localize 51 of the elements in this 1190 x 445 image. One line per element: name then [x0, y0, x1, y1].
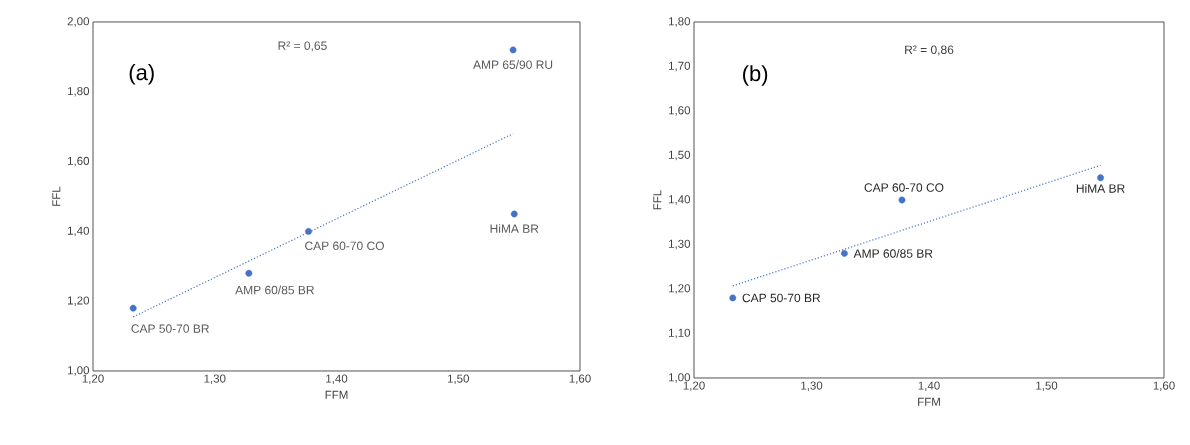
y-axis-title: FFL — [653, 190, 662, 210]
annotation: CAP 60-70 CO — [305, 241, 384, 251]
x-tick-label: 1,40 — [326, 374, 348, 384]
x-tick-label: 1,40 — [918, 381, 940, 391]
annotation: R² = 0,65 — [278, 41, 327, 52]
annotation: (b) — [743, 65, 768, 86]
point — [1097, 174, 1104, 182]
x-tick-label: 1,60 — [569, 374, 591, 384]
y-tick-label: 1,40 — [668, 195, 691, 205]
point — [729, 294, 737, 302]
annotation: CAP 60-70 CO — [864, 183, 944, 192]
x-tick-label: 1,20 — [82, 374, 104, 384]
y-tick-label: 1,00 — [67, 366, 90, 376]
x-tick-label: 1,50 — [447, 374, 470, 384]
y-tick-label: 1,60 — [668, 106, 691, 116]
point — [129, 304, 137, 312]
point — [898, 196, 906, 204]
y-tick-label: 2,00 — [67, 17, 90, 27]
point — [510, 210, 518, 218]
annotation: AMP 65/90 RU — [473, 60, 553, 69]
y-tick-label: 1,60 — [67, 156, 90, 167]
y-tick-label: 1,20 — [668, 284, 691, 294]
annotation: CAP 50-70 BR — [131, 324, 209, 333]
annotation: HiMA BR — [490, 224, 539, 233]
annotation: AMP 60/85 BR — [853, 248, 933, 258]
y-tick-label: 1,50 — [668, 150, 691, 161]
x-axis-title: FFM — [918, 397, 940, 406]
y-axis-title: FFL — [52, 186, 61, 206]
x-tick-label: 1,60 — [1153, 381, 1175, 391]
annotation: HiMA BR — [1076, 183, 1125, 193]
y-tick-label: 1,30 — [668, 239, 691, 250]
point — [305, 227, 312, 235]
x-axis-title: FFM — [325, 390, 348, 399]
y-tick-label: 1,80 — [67, 87, 90, 97]
y-tick-label: 1,70 — [668, 61, 691, 72]
y-tick-label: 1,10 — [668, 328, 691, 339]
y-tick-label: 1,20 — [67, 296, 90, 306]
point — [841, 249, 848, 257]
y-tick-label: 1,40 — [67, 226, 90, 237]
annotation: (a) — [129, 64, 154, 85]
x-tick-label: 1,50 — [1036, 381, 1058, 391]
y-tick-label: 1,00 — [668, 373, 691, 383]
annotation: CAP 50-70 BR — [742, 293, 821, 303]
point — [245, 269, 253, 277]
point — [509, 46, 517, 54]
x-tick-label: 1,20 — [683, 381, 705, 391]
y-tick-label: 1,80 — [668, 17, 691, 27]
x-tick-label: 1,30 — [801, 381, 823, 391]
annotation: AMP 60/85 BR — [235, 285, 314, 295]
x-tick-label: 1,30 — [204, 374, 226, 384]
annotation: R² = 0,86 — [905, 45, 954, 56]
